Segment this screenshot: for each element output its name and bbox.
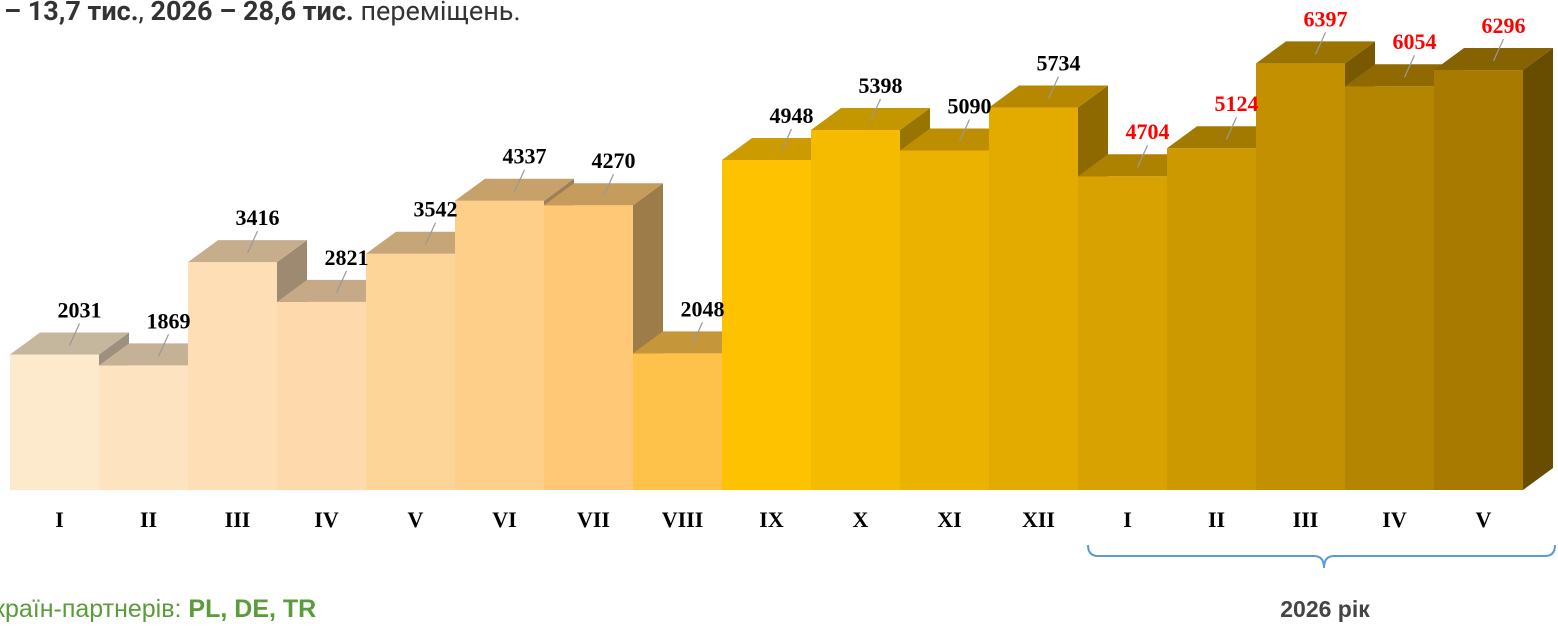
bar-top [1434, 48, 1553, 71]
bar [900, 150, 989, 490]
group-bracket [1087, 544, 1556, 569]
value-label: 5124 [1215, 91, 1259, 116]
bar [1345, 86, 1434, 491]
text-part: 2026 – 28,6 тис. [151, 0, 354, 27]
x-tick-label: IX [759, 507, 784, 532]
leader-line [1225, 116, 1238, 140]
bar [722, 159, 811, 491]
bar-top [1256, 41, 1375, 64]
leader-line [335, 270, 348, 294]
leader-line [157, 334, 170, 357]
bar [544, 205, 633, 491]
value-label: 3542 [414, 197, 458, 222]
bar [277, 301, 366, 490]
value-label: 5398 [859, 73, 903, 98]
bar [366, 253, 455, 490]
bar-side [1523, 48, 1553, 491]
value-label: 4704 [1126, 119, 1170, 144]
leader-line [869, 98, 882, 122]
value-label: 6296 [1482, 13, 1526, 38]
bar [989, 107, 1078, 490]
bar [188, 262, 277, 490]
x-tick-label: II [1208, 507, 1225, 532]
leader-line [513, 169, 526, 192]
text-part: країн-партнерів: [0, 595, 188, 623]
value-label: 5090 [948, 93, 992, 118]
bar [811, 129, 900, 490]
value-label: 5734 [1037, 51, 1081, 76]
leader-line [424, 222, 437, 245]
leader-line [1136, 144, 1149, 168]
footer-text: країн-партнерів: PL, DE, TR [0, 595, 316, 623]
leader-line [691, 322, 704, 345]
x-tick-label: VI [492, 507, 516, 532]
bar [10, 354, 99, 490]
leader-line [958, 119, 971, 142]
x-tick-label: V [1476, 507, 1492, 532]
x-tick-label: I [55, 507, 64, 532]
bar-top [544, 183, 663, 206]
bar [1078, 176, 1167, 490]
text-part: – 13,7 тис. [4, 0, 139, 27]
value-label: 4337 [503, 144, 547, 169]
bar-top [989, 85, 1108, 108]
leader-line [602, 173, 615, 197]
leader-line [1492, 38, 1505, 62]
group-label: 2026 рік [1280, 596, 1370, 622]
bar [455, 200, 544, 490]
value-label: 4948 [770, 103, 814, 128]
value-label: 4270 [592, 148, 636, 173]
text-part: PL, DE, TR [188, 595, 316, 623]
leader-line [1314, 32, 1327, 55]
leader-line [1403, 54, 1416, 78]
x-tick-label: IV [314, 507, 339, 532]
leader-line [1047, 76, 1060, 99]
bar-top [455, 178, 574, 201]
text-part: переміщень. [354, 0, 521, 27]
x-tick-label: V [408, 507, 424, 532]
bar-top [811, 107, 930, 130]
bar-top [188, 240, 307, 263]
bar [1434, 70, 1523, 491]
bar [99, 365, 188, 490]
x-tick-label: IV [1382, 507, 1407, 532]
x-tick-label: VIII [662, 507, 704, 532]
text-part: , [139, 0, 151, 27]
bar [1167, 148, 1256, 491]
value-label: 1869 [147, 308, 191, 333]
value-label: 6397 [1304, 6, 1348, 31]
bar [633, 353, 722, 490]
leader-line [68, 323, 81, 346]
value-label: 2048 [681, 296, 725, 321]
value-label: 3416 [236, 205, 280, 230]
leader-line [780, 128, 793, 152]
x-tick-label: III [1293, 507, 1319, 532]
x-tick-label: X [853, 507, 869, 532]
bar-top [10, 332, 129, 355]
x-tick-label: VII [577, 507, 610, 532]
bar [1256, 63, 1345, 490]
leader-line [246, 230, 259, 254]
x-tick-label: I [1123, 507, 1132, 532]
x-tick-label: II [140, 507, 157, 532]
value-label: 2821 [325, 245, 369, 270]
x-tick-label: III [225, 507, 251, 532]
header-text: – 13,7 тис., 2026 – 28,6 тис. переміщень… [4, 0, 521, 27]
value-label: 6054 [1393, 29, 1437, 54]
x-tick-label: XI [937, 507, 961, 532]
x-tick-label: XII [1022, 507, 1055, 532]
value-label: 2031 [58, 298, 102, 323]
bars [10, 32, 1553, 491]
